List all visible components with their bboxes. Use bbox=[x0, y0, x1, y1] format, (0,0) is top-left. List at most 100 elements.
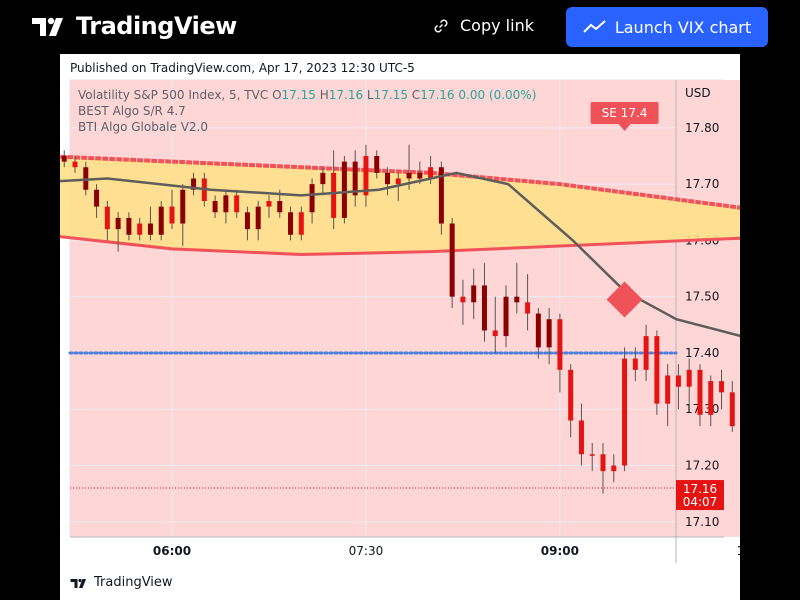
y-tick-label: 17.20 bbox=[685, 459, 719, 473]
sell-signal-label: SE 17.4 bbox=[602, 106, 648, 120]
band-upper-line bbox=[60, 154, 740, 210]
brand-name: TradingView bbox=[76, 12, 237, 40]
candle-body bbox=[589, 454, 595, 456]
candle-body bbox=[525, 302, 531, 314]
x-tick-label: 06:00 bbox=[153, 544, 191, 558]
candle-body bbox=[438, 167, 444, 224]
candle-body bbox=[686, 369, 692, 387]
legend-close-label: C bbox=[411, 88, 421, 102]
candle-body bbox=[449, 223, 455, 297]
candle-body bbox=[492, 330, 498, 337]
y-tick-label: 17.10 bbox=[685, 515, 719, 529]
candle-body bbox=[665, 375, 671, 404]
footer-brand-name: TradingView bbox=[94, 575, 173, 590]
candle-body bbox=[385, 172, 390, 185]
x-tick-label: 09:00 bbox=[541, 544, 579, 558]
tradingview-small-icon bbox=[70, 578, 86, 588]
x-tick-label: 07:30 bbox=[349, 544, 384, 558]
last-price-label: 17.16 bbox=[683, 482, 717, 496]
tradingview-logo[interactable]: TradingView bbox=[32, 12, 237, 40]
legend-symbol-row: Volatility S&P 500 Index, 5, TVC O17.15 … bbox=[78, 87, 536, 103]
last-price-badge bbox=[676, 480, 724, 511]
candle-body bbox=[471, 285, 477, 303]
candle-body bbox=[115, 217, 121, 230]
bar-countdown-label: 04:07 bbox=[683, 495, 718, 509]
y-tick-label: 17.70 bbox=[685, 177, 719, 191]
link-icon bbox=[434, 19, 448, 32]
legend-low: 17.15 bbox=[373, 88, 408, 102]
candle-body bbox=[708, 381, 714, 415]
candle-body bbox=[158, 206, 164, 235]
candle-body bbox=[72, 161, 78, 168]
legend-change: 0.00 (0.00%) bbox=[458, 88, 537, 102]
candle-body bbox=[352, 161, 358, 196]
launch-chart-label: Launch VIX chart bbox=[614, 17, 752, 37]
candle-body bbox=[481, 285, 487, 331]
candle-body bbox=[137, 223, 143, 235]
sell-signal-pointer bbox=[618, 124, 631, 131]
candle-body bbox=[428, 167, 434, 179]
candle-body bbox=[632, 358, 638, 370]
candle-body bbox=[94, 189, 100, 207]
candle-body bbox=[417, 172, 423, 179]
chart-legend: Volatility S&P 500 Index, 5, TVC O17.15 … bbox=[78, 87, 536, 135]
y-tick-label: 17.50 bbox=[685, 290, 719, 304]
candle-body bbox=[503, 296, 509, 337]
candle-body bbox=[643, 336, 649, 370]
chart-line-icon bbox=[583, 20, 606, 33]
tradingview-logo-icon bbox=[32, 17, 63, 36]
signal-zone bbox=[70, 80, 740, 537]
candle-body bbox=[546, 319, 552, 348]
candle-body bbox=[611, 465, 617, 472]
footer-logo: TradingView bbox=[70, 575, 173, 590]
candle-body bbox=[223, 195, 229, 213]
candle-body bbox=[514, 296, 520, 303]
candle-body bbox=[341, 161, 347, 218]
candle-body bbox=[244, 212, 250, 230]
sell-signal-diamond bbox=[606, 281, 643, 318]
candle-body bbox=[675, 375, 681, 387]
x-tick-label: 10:30 bbox=[737, 544, 740, 558]
legend-close: 17.16 bbox=[420, 88, 455, 102]
band-lower-line bbox=[60, 235, 740, 256]
candle-body bbox=[460, 296, 466, 303]
candle-body bbox=[535, 313, 541, 348]
legend-open-label: O bbox=[272, 88, 282, 102]
legend-indicator-1[interactable]: BEST Algo S/R 4.7 bbox=[78, 104, 186, 118]
candle-body bbox=[104, 206, 110, 230]
chart-card: 17.8017.7017.6017.5017.4017.3017.2017.10… bbox=[60, 54, 740, 600]
candle-body bbox=[277, 201, 283, 213]
candle-body bbox=[395, 178, 401, 185]
candle-body bbox=[568, 369, 574, 421]
launch-chart-button[interactable]: Launch VIX chart bbox=[566, 7, 768, 47]
y-tick-label: 17.40 bbox=[685, 346, 719, 360]
legend-open: 17.15 bbox=[281, 88, 316, 102]
moving-average-line bbox=[60, 171, 740, 338]
candle-body bbox=[126, 217, 132, 235]
legend-indicator-2[interactable]: BTI Algo Globale V2.0 bbox=[78, 120, 209, 134]
candle-body bbox=[729, 392, 735, 427]
candle-body bbox=[557, 319, 563, 370]
sr-band bbox=[60, 156, 740, 255]
candle-body bbox=[600, 454, 606, 472]
price-chart[interactable]: 17.8017.7017.6017.5017.4017.3017.2017.10… bbox=[60, 54, 740, 600]
candle-body bbox=[654, 336, 660, 404]
candle-body bbox=[406, 172, 412, 179]
candle-body bbox=[180, 189, 186, 224]
candle-body bbox=[191, 178, 197, 190]
top-bar: TradingView Copy link Launch VIX chart bbox=[0, 0, 800, 54]
published-note: Published on TradingView.com, Apr 17, 20… bbox=[70, 61, 415, 75]
candle-body bbox=[298, 212, 304, 235]
candle-body bbox=[288, 212, 294, 235]
legend-low-label: L bbox=[366, 88, 374, 102]
legend-high: 17.16 bbox=[328, 88, 364, 102]
candle-body bbox=[331, 172, 337, 218]
candle-body bbox=[61, 155, 67, 162]
sell-signal-label-box bbox=[590, 102, 659, 124]
currency-label: USD bbox=[685, 86, 711, 100]
y-tick-label: 17.80 bbox=[685, 121, 719, 135]
copy-link-button[interactable]: Copy link bbox=[432, 16, 534, 35]
candle-body bbox=[374, 155, 380, 173]
candle-body bbox=[578, 420, 584, 455]
candle-body bbox=[169, 206, 175, 224]
